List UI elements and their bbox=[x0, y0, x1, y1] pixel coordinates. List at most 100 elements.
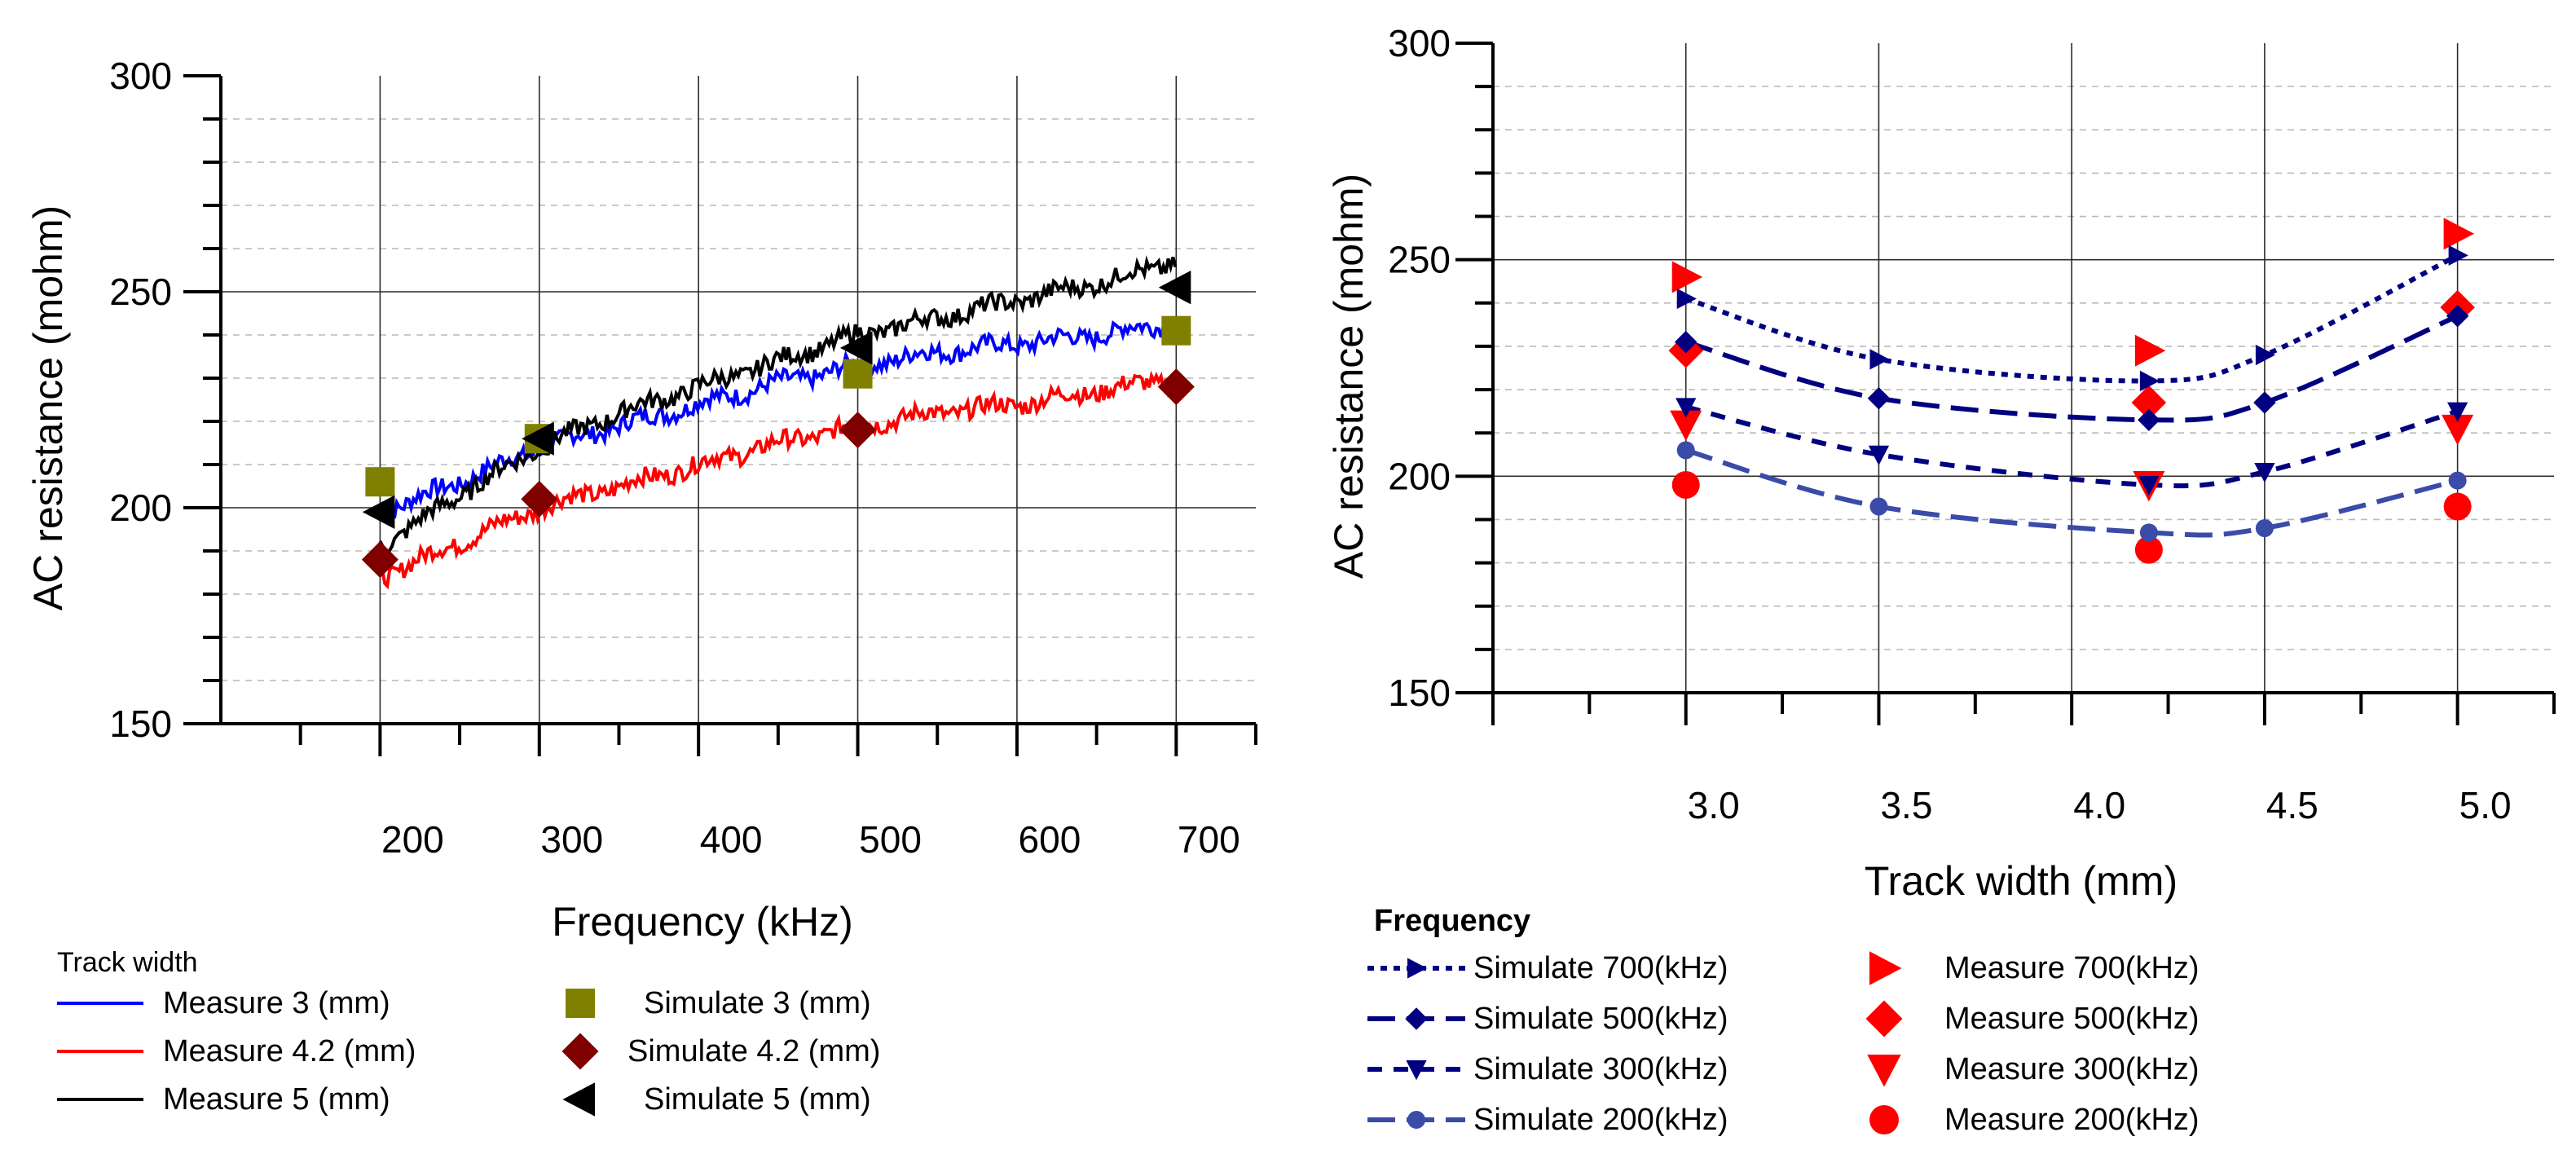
legend-marker-measure-300-khz bbox=[1867, 1055, 1901, 1087]
legend-marker-measure-500-khz bbox=[1865, 1000, 1903, 1037]
legend-marker-simulate-700-khz bbox=[1407, 958, 1428, 979]
x-tick-label: 600 bbox=[1019, 818, 1081, 861]
point-simulate-700-khz bbox=[1676, 288, 1697, 310]
point-measure-700-khz bbox=[2443, 218, 2475, 250]
series-line-simulate-200-khz bbox=[1684, 447, 2459, 538]
legend-label: Measure 3 (mm) bbox=[163, 986, 390, 1020]
legend-label: Simulate 500(kHz) bbox=[1473, 1002, 1728, 1036]
x-tick-label: 400 bbox=[700, 818, 763, 861]
legend-title: Track width bbox=[57, 947, 198, 978]
legend-marker-measure-200-khz bbox=[1869, 1105, 1899, 1134]
legend-marker-simulate-3-mm bbox=[566, 989, 595, 1018]
point-measure-500-khz bbox=[2131, 385, 2167, 421]
point-measure-700-khz bbox=[1671, 261, 1703, 293]
legend-marker-simulate-300-khz bbox=[1406, 1060, 1427, 1081]
point-simulate-3-mm bbox=[1161, 315, 1191, 346]
point-simulate-700-khz bbox=[2448, 244, 2468, 267]
x-tick-label: 200 bbox=[381, 818, 444, 861]
point-simulate-500-khz bbox=[2253, 391, 2276, 414]
point-simulate-200-khz bbox=[1676, 441, 1695, 460]
legend-label: Simulate 300(kHz) bbox=[1473, 1052, 1728, 1086]
point-measure-700-khz bbox=[2134, 334, 2166, 367]
point-simulate-300-khz bbox=[1868, 445, 1890, 465]
x-tick-label: 500 bbox=[859, 818, 922, 861]
point-measure-200-khz bbox=[1671, 470, 1700, 499]
point-simulate-4-2-mm bbox=[1157, 368, 1195, 406]
legend-label: Simulate 4.2 (mm) bbox=[627, 1034, 880, 1068]
y-tick-label: 150 bbox=[1388, 672, 1451, 714]
point-simulate-300-khz bbox=[2254, 463, 2275, 483]
x-tick-label: 300 bbox=[540, 818, 603, 861]
legend-marker-simulate-200-khz bbox=[1407, 1111, 1425, 1129]
legend-label: Measure 5 (mm) bbox=[163, 1082, 390, 1117]
x-tick-label: 3.0 bbox=[1688, 784, 1740, 826]
legend-marker-simulate-5-mm bbox=[562, 1082, 595, 1117]
y-tick-label: 300 bbox=[109, 55, 172, 97]
legend-marker-simulate-4-2-mm bbox=[561, 1033, 599, 1070]
x-tick-label: 4.5 bbox=[2266, 784, 2318, 826]
point-simulate-4-2-mm bbox=[521, 480, 558, 518]
x-tick-label: 4.0 bbox=[2073, 784, 2125, 826]
legend-label: Simulate 3 (mm) bbox=[644, 986, 871, 1020]
x-axis-label: Frequency (kHz) bbox=[552, 899, 853, 945]
y-tick-label: 150 bbox=[109, 703, 172, 745]
point-measure-300-khz bbox=[2442, 414, 2474, 446]
legend-label: Measure 700(kHz) bbox=[1944, 951, 2200, 985]
point-simulate-3-mm bbox=[843, 359, 873, 389]
point-simulate-500-khz bbox=[1867, 386, 1891, 410]
point-simulate-200-khz bbox=[2139, 523, 2158, 542]
point-simulate-4-2-mm bbox=[839, 412, 877, 449]
point-simulate-200-khz bbox=[2255, 519, 2274, 538]
point-simulate-700-khz bbox=[2255, 344, 2276, 366]
point-measure-200-khz bbox=[2443, 492, 2472, 521]
series-line-measure-3-mm bbox=[379, 320, 1178, 523]
point-simulate-5-mm bbox=[522, 421, 554, 456]
y-axis-label: AC resistance (mohm) bbox=[25, 205, 71, 610]
legend-label: Measure 300(kHz) bbox=[1944, 1052, 2200, 1086]
point-simulate-300-khz bbox=[1676, 398, 1697, 418]
x-tick-label: 5.0 bbox=[2459, 784, 2512, 826]
y-tick-label: 250 bbox=[1388, 239, 1451, 281]
legend-label: Measure 4.2 (mm) bbox=[163, 1034, 416, 1068]
point-simulate-4-2-mm bbox=[361, 541, 399, 579]
point-simulate-500-khz bbox=[1674, 330, 1698, 354]
legend-marker-measure-700-khz bbox=[1869, 951, 1902, 985]
point-simulate-5-mm bbox=[362, 495, 395, 529]
y-tick-label: 200 bbox=[109, 487, 172, 529]
legend-label: Simulate 5 (mm) bbox=[644, 1082, 871, 1117]
legend-label: Measure 500(kHz) bbox=[1944, 1002, 2200, 1036]
y-tick-label: 250 bbox=[109, 271, 172, 313]
point-simulate-5-mm bbox=[839, 331, 873, 365]
point-simulate-5-mm bbox=[1158, 271, 1191, 305]
legend-label: Simulate 700(kHz) bbox=[1473, 951, 1728, 985]
point-simulate-200-khz bbox=[2448, 471, 2467, 490]
point-simulate-300-khz bbox=[2446, 402, 2468, 422]
x-tick-label: 3.5 bbox=[1880, 784, 1932, 826]
point-simulate-500-khz bbox=[2138, 408, 2160, 432]
x-axis-label: Track width (mm) bbox=[1865, 858, 2177, 904]
point-simulate-700-khz bbox=[1869, 349, 1890, 370]
point-simulate-700-khz bbox=[2139, 370, 2160, 392]
y-axis-label: AC resistance (mohm) bbox=[1326, 174, 1372, 579]
series-line-measure-5-mm bbox=[378, 255, 1178, 553]
legend-marker-simulate-500-khz bbox=[1405, 1007, 1428, 1030]
legend-title: Frequency bbox=[1374, 904, 1530, 938]
series-line-simulate-300-khz bbox=[1685, 404, 2459, 489]
right-chart: 150 200 250 300 3.0 3.5 4.0 4.5 5.0 Track width (… bbox=[1326, 22, 2556, 1137]
series-line-simulate-700-khz bbox=[1684, 253, 2459, 384]
y-tick-label: 200 bbox=[1388, 455, 1451, 497]
point-simulate-500-khz bbox=[2446, 304, 2469, 328]
point-simulate-300-khz bbox=[2138, 475, 2160, 496]
point-simulate-200-khz bbox=[1869, 497, 1888, 516]
y-tick-label: 300 bbox=[1388, 22, 1451, 64]
x-tick-label: 700 bbox=[1178, 818, 1240, 861]
series-line-measure-4-2-mm bbox=[379, 370, 1177, 590]
left-chart: 150 200 250 300 200 300 400 500 600 700 Frequency … bbox=[25, 55, 1257, 1117]
series-line-simulate-500-khz bbox=[1684, 314, 2459, 423]
point-measure-200-khz bbox=[2134, 535, 2163, 564]
point-simulate-3-mm bbox=[365, 467, 395, 497]
point-measure-300-khz bbox=[1670, 410, 1702, 441]
legend-label: Simulate 200(kHz) bbox=[1473, 1103, 1728, 1137]
legend-label: Measure 200(kHz) bbox=[1944, 1103, 2200, 1137]
